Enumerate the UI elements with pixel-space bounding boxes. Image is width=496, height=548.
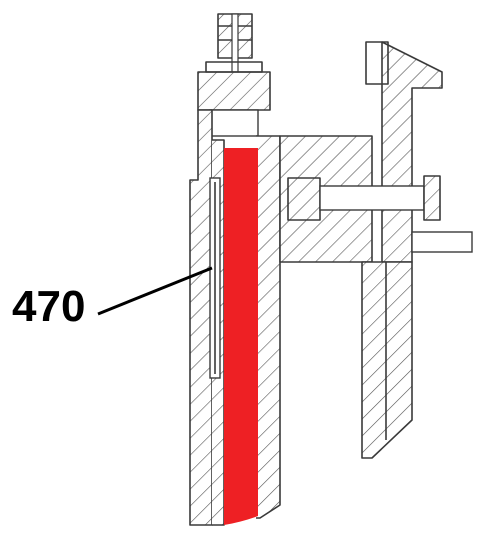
collar-nut — [197, 61, 271, 137]
label-leader-line — [97, 266, 213, 316]
bolt — [287, 175, 473, 253]
reference-label-470: 470 — [12, 282, 86, 331]
highlighted-bore — [224, 148, 258, 525]
part-470 — [209, 177, 221, 379]
